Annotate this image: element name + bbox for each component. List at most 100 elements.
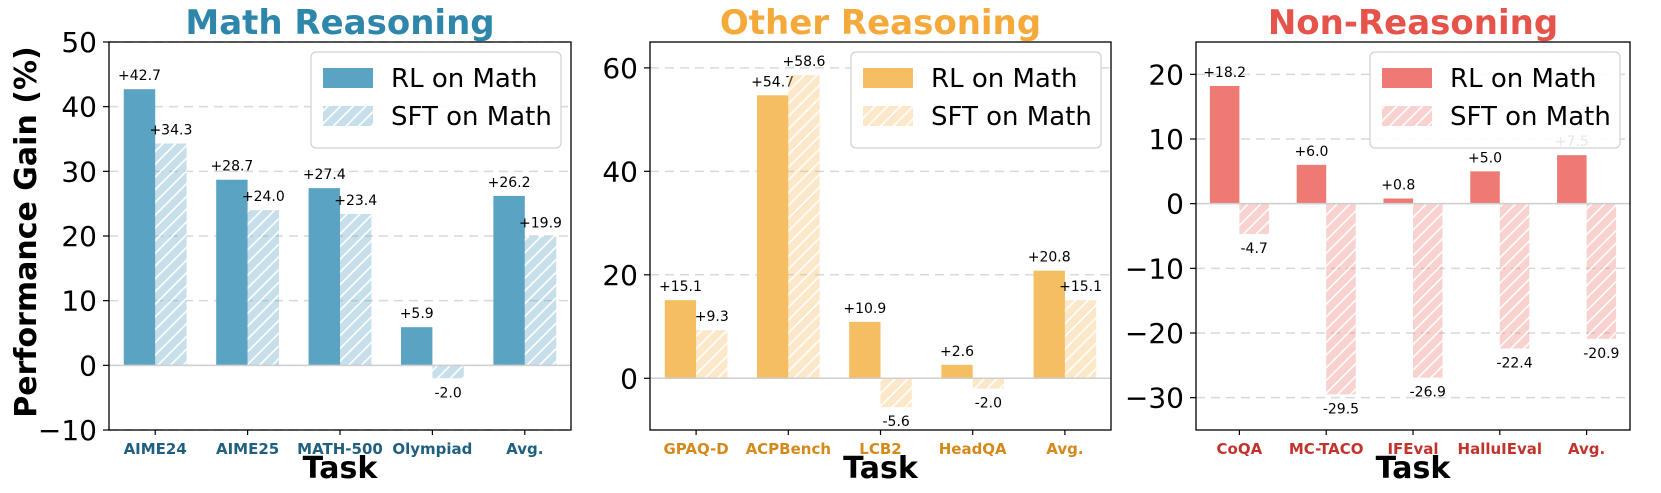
sft-bar (788, 75, 820, 379)
x-tick-label: ACPBench (746, 440, 831, 458)
plot-frame (108, 41, 572, 431)
legend-swatch (1382, 106, 1432, 126)
legend-swatch (863, 106, 913, 126)
data-label: +28.7 (210, 159, 253, 175)
panel-title: Other Reasoning (720, 3, 1041, 43)
data-label: +6.0 (1294, 144, 1328, 160)
data-label: -22.4 (1496, 356, 1532, 372)
x-tick-label: Avg. (506, 440, 543, 458)
legend: RL on Math SFT on Math (1369, 51, 1621, 149)
y-tick-label: 0 (79, 349, 97, 382)
rl-bar (756, 95, 789, 379)
y-tick-label: 0 (620, 362, 638, 395)
rl-bar (308, 188, 340, 366)
data-label: -26.9 (1410, 385, 1446, 401)
rl-bar (400, 327, 433, 366)
x-tick-label: HeadQA (939, 440, 1007, 458)
rl-bar (1470, 171, 1500, 204)
data-label: -4.7 (1240, 241, 1267, 257)
data-label: +5.0 (1468, 150, 1502, 166)
panel-3: −30 −20 −10 0 10 20 +18.2 -4.7 CoQA +6.0 -29.5 MC-T… (1125, 3, 1631, 486)
sft-bar (340, 214, 372, 366)
data-label: +2.6 (940, 344, 974, 360)
rl-bar (216, 179, 248, 366)
x-axis-label: Task (303, 451, 379, 486)
x-tick-label: Avg. (1046, 440, 1083, 458)
legend-swatch (323, 68, 373, 88)
rl-bar (1209, 85, 1240, 204)
data-label: +26.2 (488, 175, 531, 191)
y-tick-label: 40 (61, 91, 97, 124)
data-label: +9.3 (695, 309, 729, 325)
legend-box (850, 51, 1102, 149)
sft-bar (1413, 203, 1443, 378)
sft-bar (1586, 203, 1617, 339)
rl-bar (849, 321, 881, 379)
data-label: +27.4 (303, 167, 346, 183)
legend-label: RL on Math (1450, 64, 1597, 94)
rl-bar (1296, 164, 1327, 204)
y-tick-label: 60 (602, 52, 638, 85)
y-tick-label: 40 (602, 155, 638, 188)
legend-swatch (323, 106, 373, 126)
x-tick-label: MATH-500 (297, 440, 383, 458)
data-label: +15.1 (659, 279, 702, 295)
y-tick-label: −20 (1125, 317, 1184, 350)
legend-label: SFT on Math (391, 102, 552, 132)
panel-title: Math Reasoning (185, 3, 494, 43)
x-tick-label: GPAQ-D (663, 440, 728, 458)
y-tick-label: 30 (61, 155, 97, 188)
legend-box (1369, 51, 1621, 149)
sft-bar (524, 236, 557, 366)
legend-label: SFT on Math (1450, 102, 1611, 132)
sft-bar (247, 210, 280, 366)
sft-bar (972, 378, 1005, 389)
y-tick-label: −10 (38, 414, 97, 447)
rl-bar (1383, 198, 1413, 204)
data-label: -2.0 (975, 396, 1002, 412)
x-tick-label: MC-TACO (1289, 440, 1364, 458)
panel-2: 0 20 40 60 +15.1 +9.3 GPAQ-D +54.7 +58.6 ACPBench… (602, 3, 1112, 486)
legend: RL on Math SFT on Math (850, 51, 1102, 149)
sft-bar (880, 378, 912, 408)
y-tick-label: 10 (1148, 123, 1184, 156)
data-label: +18.2 (1203, 65, 1246, 81)
sft-bar (155, 143, 187, 366)
data-label: +20.8 (1028, 250, 1071, 266)
x-tick-label: AIME25 (216, 440, 279, 458)
data-label: +34.3 (149, 123, 192, 139)
sft-bar (1239, 203, 1269, 235)
data-label: +54.7 (751, 74, 794, 90)
y-tick-label: −30 (1125, 382, 1184, 415)
x-tick-label: Avg. (1568, 440, 1605, 458)
legend-box (310, 51, 562, 149)
sft-bar (432, 365, 464, 379)
data-label: -20.9 (1583, 346, 1619, 362)
data-label: +19.9 (519, 216, 562, 232)
x-tick-label: AIME24 (124, 440, 187, 458)
panel-title: Non-Reasoning (1268, 3, 1558, 43)
sft-bar (1326, 203, 1356, 395)
sft-bar (1499, 203, 1530, 349)
data-label: -29.5 (1323, 401, 1359, 417)
data-label: +15.1 (1059, 279, 1102, 295)
plot-frame (1195, 41, 1631, 431)
data-label: -5.6 (883, 414, 910, 430)
legend: RL on Math SFT on Math (310, 51, 562, 149)
x-tick-label: HalluIEval (1458, 440, 1543, 458)
legend-label: RL on Math (391, 64, 538, 94)
legend-swatch (1382, 68, 1432, 88)
sft-bar (1064, 300, 1097, 379)
rl-bar (123, 89, 156, 366)
rl-bar (1557, 155, 1587, 204)
legend-label: RL on Math (931, 64, 1078, 94)
y-tick-label: 20 (1148, 58, 1184, 91)
plot-frame (649, 41, 1112, 431)
rl-bar (664, 300, 697, 379)
data-label: +10.9 (843, 301, 886, 317)
rl-bar (493, 195, 525, 366)
y-tick-label: −10 (1125, 252, 1184, 285)
data-label: +24.0 (242, 189, 285, 205)
data-label: +42.7 (118, 68, 161, 84)
